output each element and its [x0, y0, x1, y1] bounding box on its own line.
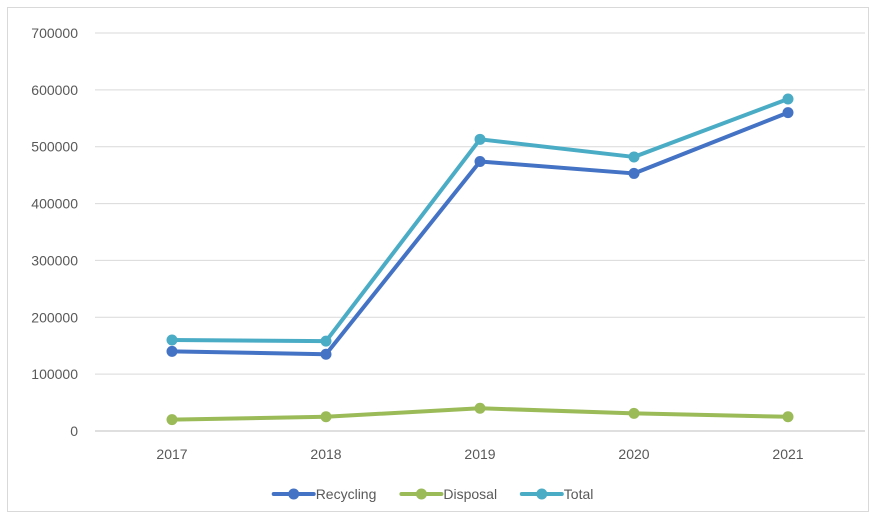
y-tick-label: 100000 [31, 366, 78, 382]
data-point-recycling [628, 167, 640, 179]
y-tick-label: 300000 [31, 252, 78, 268]
series-line-recycling [170, 110, 790, 357]
data-point-disposal [320, 411, 332, 423]
data-point-recycling [782, 107, 794, 119]
y-tick-label: 700000 [31, 25, 78, 41]
data-point-disposal [166, 414, 178, 426]
chart-frame [7, 7, 869, 512]
y-axis: 0 100000 200000 300000 400000 500000 600000 700… [31, 25, 78, 439]
legend: Recycling Disposal Total [271, 486, 594, 502]
data-point-total [782, 93, 794, 105]
x-tick-label: 2019 [464, 446, 495, 462]
data-point-total [628, 151, 640, 163]
data-point-disposal [628, 407, 640, 419]
y-tick-label: 200000 [31, 309, 78, 325]
legend-label-total: Total [564, 486, 594, 502]
legend-swatch-marker-disposal [415, 488, 427, 500]
data-point-disposal [782, 411, 794, 423]
legend-label-recycling: Recycling [316, 486, 377, 502]
y-tick-label: 0 [70, 423, 78, 439]
y-tick-label: 400000 [31, 196, 78, 212]
x-axis: 2017 2018 2019 2020 2021 [156, 446, 803, 462]
data-point-recycling [166, 345, 178, 357]
legend-label-disposal: Disposal [443, 486, 497, 502]
data-point-disposal [474, 402, 486, 414]
x-tick-label: 2017 [156, 446, 187, 462]
data-point-total [474, 133, 486, 145]
x-tick-label: 2018 [310, 446, 341, 462]
series-lines [166, 93, 794, 426]
x-tick-label: 2020 [618, 446, 649, 462]
data-point-total [320, 335, 332, 347]
data-point-recycling [474, 155, 486, 167]
legend-swatch-marker-recycling [288, 488, 300, 500]
x-tick-label: 2021 [772, 446, 803, 462]
legend-swatch-marker-total [536, 488, 548, 500]
data-point-total [166, 334, 178, 346]
y-tick-label: 600000 [31, 82, 78, 98]
y-tick-label: 500000 [31, 139, 78, 155]
data-point-recycling [320, 348, 332, 360]
gridlines [95, 32, 865, 432]
